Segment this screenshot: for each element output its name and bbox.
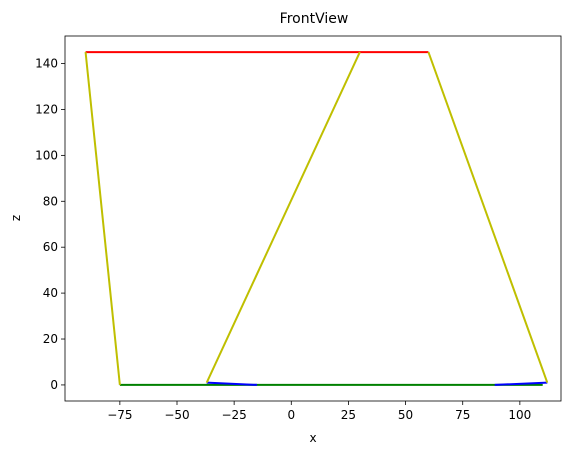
x-tick-label: 0 (287, 408, 295, 422)
y-tick-label: 20 (43, 332, 58, 346)
x-tick-label: 25 (341, 408, 356, 422)
x-tick-label: 75 (455, 408, 470, 422)
x-tick-label: −75 (107, 408, 132, 422)
series-line-6 (427, 51, 549, 383)
x-tick-label: −50 (164, 408, 189, 422)
x-axis-label: x (309, 431, 316, 445)
y-tick-label: 120 (35, 102, 58, 116)
series-line-2 (206, 381, 258, 386)
series-line-5 (205, 51, 361, 384)
y-tick-label: 40 (43, 286, 58, 300)
y-tick-label: 100 (35, 148, 58, 162)
series-line-4 (84, 51, 121, 386)
x-tick-label: 100 (508, 408, 531, 422)
chart-title: FrontView (280, 11, 349, 27)
y-tick-label: 80 (43, 194, 58, 208)
plot-frame (64, 35, 562, 402)
y-tick-label: 140 (35, 57, 58, 71)
x-tick-label: 50 (398, 408, 413, 422)
series-line-3 (494, 381, 548, 386)
y-tick-label: 60 (43, 240, 58, 254)
x-tick-label: −25 (221, 408, 246, 422)
y-axis-label: z (9, 215, 23, 221)
y-tick-label: 0 (50, 378, 58, 392)
